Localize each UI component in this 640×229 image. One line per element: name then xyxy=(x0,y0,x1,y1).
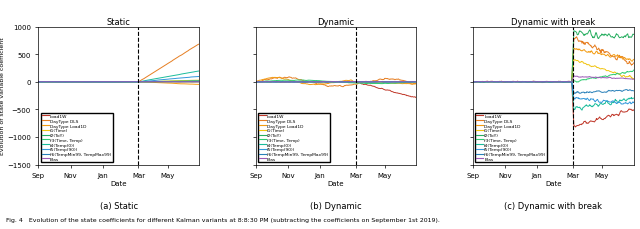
Y-axis label: Evolution of state variable coefficient: Evolution of state variable coefficient xyxy=(1,38,6,155)
Text: (a) Static: (a) Static xyxy=(100,202,138,210)
Title: Static: Static xyxy=(107,18,131,27)
Title: Dynamic with break: Dynamic with break xyxy=(511,18,595,27)
Text: (b) Dynamic: (b) Dynamic xyxy=(310,202,362,210)
Legend: Load1W, DayType DLS, DayType Load1D, f1(Time), f2(ToY), f3(Time, Temp), f4(Temp(: Load1W, DayType DLS, DayType Load1D, f1(… xyxy=(258,113,330,163)
Text: (c) Dynamic with break: (c) Dynamic with break xyxy=(504,202,602,210)
X-axis label: Date: Date xyxy=(328,180,344,186)
Legend: Load1W, DayType DLS, DayType Load1D, f1(Time), f2(ToY), f3(Time, Temp), f4(Temp(: Load1W, DayType DLS, DayType Load1D, f1(… xyxy=(475,113,547,163)
Text: Fig. 4   Evolution of the state coefficients for different Kalman variants at 8:: Fig. 4 Evolution of the state coefficien… xyxy=(6,218,440,223)
Title: Dynamic: Dynamic xyxy=(317,18,355,27)
X-axis label: Date: Date xyxy=(111,180,127,186)
X-axis label: Date: Date xyxy=(545,180,561,186)
Legend: Load1W, DayType DLS, DayType Load1D, f1(Time), f2(ToY), f3(Time, Temp), f4(Temp(: Load1W, DayType DLS, DayType Load1D, f1(… xyxy=(40,113,113,163)
